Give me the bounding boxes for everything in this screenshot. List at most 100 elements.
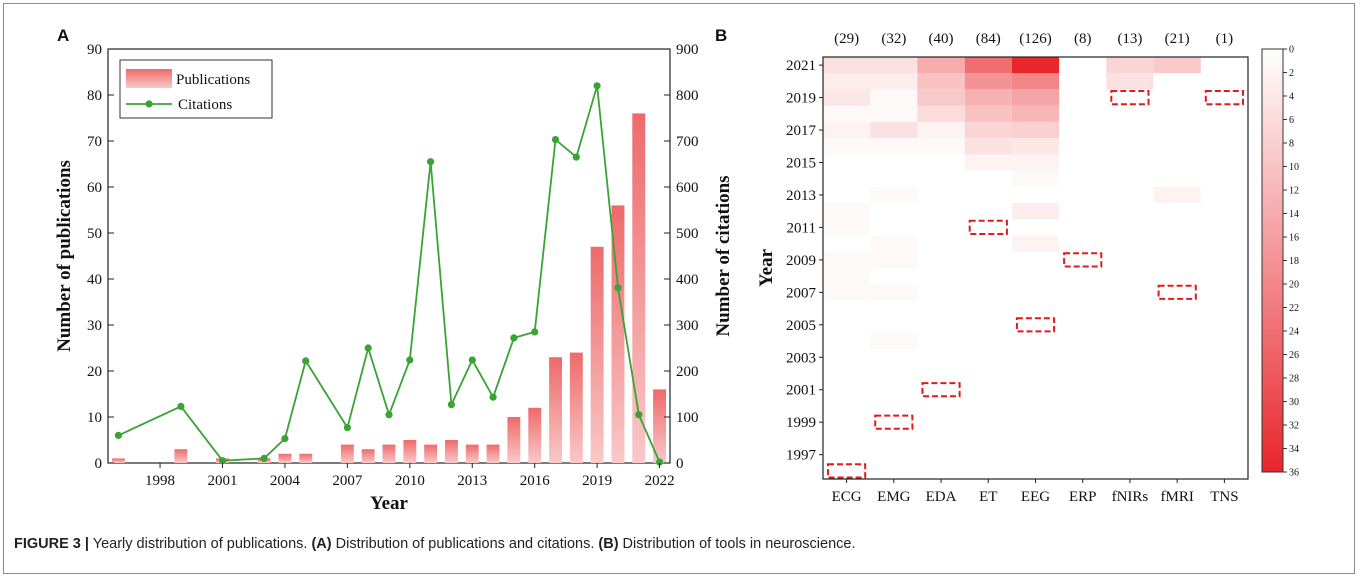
publications-bar (424, 444, 438, 463)
heatmap-column-label: EMG (877, 489, 911, 505)
publications-bar (465, 444, 479, 463)
heatmap-cell (870, 57, 918, 74)
caption-text: Yearly distribution of publications. (88, 536, 312, 552)
y2-axis-tick-label: 0 (676, 456, 684, 472)
citations-point (551, 136, 560, 144)
heatmap-column-total: (32) (881, 31, 906, 47)
y-axis-tick-label: 90 (87, 42, 102, 58)
publications-bar (445, 440, 458, 463)
citations-point (593, 82, 601, 90)
heatmap-cell (870, 138, 918, 155)
heatmap-y-tick-label: 2019 (786, 91, 816, 107)
colorbar-tick-label: 14 (1289, 209, 1299, 220)
heatmap-y-tick-label: 2011 (787, 220, 816, 236)
legend: Publications Citations (119, 59, 273, 119)
heatmap-cell (964, 73, 1012, 90)
first-use-marker (921, 382, 961, 398)
heatmap-column-label: ERP (1069, 489, 1097, 505)
heatmap-y-tick-label: 2009 (786, 253, 816, 269)
publications-bar (569, 352, 583, 463)
heatmap-column-label: TNS (1210, 489, 1238, 505)
y2-axis-tick-label: 600 (676, 180, 699, 196)
heatmap-column-label: EDA (926, 489, 957, 505)
heatmap-column-label: EEG (1021, 489, 1050, 505)
y-axis-tick-label: 20 (87, 364, 102, 380)
y-axis-tick-label: 70 (87, 134, 102, 150)
y-axis-tick-label: 40 (87, 272, 102, 288)
heatmap-y-tick-label: 2013 (786, 188, 816, 204)
heatmap-y-tick-label: 2003 (786, 350, 816, 366)
heatmap-column-label: ECG (832, 489, 862, 505)
colorbar-tick-label: 28 (1289, 374, 1299, 385)
heatmap-cell (964, 154, 1012, 171)
citations-point (260, 454, 268, 462)
caption-part-a-label: (A) (311, 536, 332, 552)
heatmap-cell (964, 138, 1012, 155)
heatmap-cell (1011, 121, 1060, 139)
x-axis-tick-label: 2019 (582, 473, 612, 489)
heatmap-cell (870, 186, 918, 203)
figure-caption: FIGURE 3 | Yearly distribution of public… (14, 536, 856, 552)
heatmap-y-tick-label: 2001 (786, 383, 816, 399)
panel-b: ECG (29) EMG (32) EDA (40) ET (84) EEG (126) ERP (8… (756, 31, 1299, 505)
colorbar-tick-label: 10 (1289, 162, 1299, 173)
first-use-marker (1110, 90, 1150, 106)
x-axis-tick-label: 2013 (457, 473, 487, 489)
x-axis-tick-label: 2016 (520, 473, 551, 489)
citations-point (572, 153, 580, 161)
heatmap-cell (1106, 73, 1154, 90)
heatmap-cell (823, 203, 871, 220)
citations-point (531, 328, 539, 336)
colorbar-tick-label: 6 (1289, 115, 1294, 126)
caption-part-b-text: Distribution of tools in neuroscience. (618, 536, 856, 552)
citations-point (489, 393, 497, 401)
heatmap-cell (870, 284, 918, 301)
heatmap-cell (870, 73, 918, 90)
x-axis-tick-label: 2001 (207, 473, 237, 489)
citations-point (364, 344, 372, 352)
heatmap-cell (964, 57, 1012, 74)
y-axis-tick-label: 60 (87, 180, 102, 196)
heatmap-cell (917, 57, 965, 74)
first-use-marker (1015, 317, 1056, 333)
publications-bar (382, 444, 396, 463)
citations-point (635, 411, 643, 419)
heatmap-cell (870, 332, 918, 350)
y2-axis-tick-label: 200 (676, 364, 699, 380)
colorbar-tick-label: 36 (1289, 468, 1299, 479)
first-use-marker (968, 219, 1008, 236)
heatmap-cell (823, 121, 871, 139)
heatmap-cell (917, 105, 965, 122)
y2-axis-tick-label: 900 (676, 42, 699, 58)
x-axis-tick-label: 2004 (270, 473, 301, 489)
heatmap-cell (1011, 89, 1060, 106)
heatmap-cell (870, 121, 918, 139)
first-use-marker (1204, 90, 1245, 106)
heatmap-cell (823, 105, 871, 122)
colorbar-tick-label: 30 (1289, 397, 1299, 408)
heatmap-y-tick-label: 2015 (786, 156, 816, 172)
heatmap-column-total: (13) (1117, 31, 1142, 47)
y2-axis-tick-label: 500 (676, 226, 699, 242)
colorbar-tick-label: 22 (1289, 303, 1299, 314)
y-axis-tick-label: 80 (87, 88, 102, 104)
citations-point (510, 334, 518, 342)
heatmap-y-tick-label: 2005 (786, 318, 816, 334)
colorbar-tick-label: 32 (1289, 421, 1299, 432)
heatmap-cell (870, 251, 918, 268)
heatmap-y-tick-label: 1997 (786, 448, 817, 464)
figure-frame (3, 3, 1355, 574)
heatmap-column-total: (21) (1165, 31, 1190, 47)
x-axis-tick-label: 2007 (332, 473, 363, 489)
publications-bar (653, 389, 666, 463)
y2-axis-tick-label: 700 (676, 134, 699, 150)
caption-label: FIGURE 3 | (14, 536, 89, 552)
heatmap-cell (1153, 186, 1201, 203)
citations-point (218, 457, 227, 465)
publications-bar (299, 453, 313, 463)
heatmap-y-tick-label: 2017 (786, 123, 817, 139)
heatmap-cell (1011, 57, 1060, 74)
heatmap-column-total: (1) (1216, 31, 1234, 47)
heatmap-cell (964, 121, 1012, 139)
